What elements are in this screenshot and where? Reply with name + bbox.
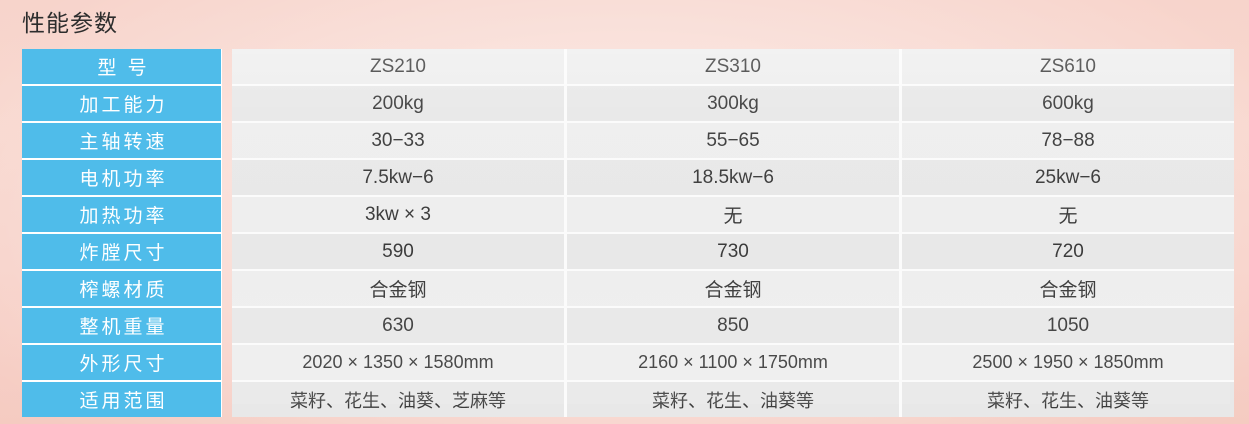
row-label-machine-weight: 整机重量 <box>22 308 222 345</box>
cell-screw-material-zs610: 合金钢 <box>902 271 1234 308</box>
cell-applicable-range-zs210: 菜籽、花生、油葵、芝麻等 <box>232 382 567 417</box>
cell-chamber-size-zs310: 730 <box>567 234 902 271</box>
row-label-chamber-size: 炸膛尺寸 <box>22 234 222 271</box>
table-row: 加工能力 200kg 300kg 600kg <box>22 86 1234 123</box>
cell-model-zs210: ZS210 <box>232 49 567 86</box>
row-label-capacity: 加工能力 <box>22 86 222 123</box>
cell-overall-dimensions-zs610: 2500 × 1950 × 1850mm <box>902 345 1234 382</box>
specifications-table: 型 号 ZS210 ZS310 ZS610 加工能力 200kg 300kg 6… <box>22 49 1234 417</box>
table-row: 榨螺材质 合金钢 合金钢 合金钢 <box>22 271 1234 308</box>
cell-model-zs310: ZS310 <box>567 49 902 86</box>
row-label-applicable-range: 适用范围 <box>22 382 222 417</box>
cell-chamber-size-zs210: 590 <box>232 234 567 271</box>
cell-machine-weight-zs310: 850 <box>567 308 902 345</box>
column-gutter <box>222 234 232 271</box>
column-gutter <box>222 382 232 417</box>
cell-overall-dimensions-zs210: 2020 × 1350 × 1580mm <box>232 345 567 382</box>
cell-capacity-zs210: 200kg <box>232 86 567 123</box>
column-gutter <box>222 345 232 382</box>
cell-chamber-size-zs610: 720 <box>902 234 1234 271</box>
cell-heating-power-zs610: 无 <box>902 197 1234 234</box>
cell-motor-power-zs310: 18.5kw−6 <box>567 160 902 197</box>
row-label-spindle-speed: 主轴转速 <box>22 123 222 160</box>
row-label-overall-dimensions: 外形尺寸 <box>22 345 222 382</box>
table-row: 整机重量 630 850 1050 <box>22 308 1234 345</box>
column-gutter <box>222 123 232 160</box>
column-gutter <box>222 271 232 308</box>
cell-machine-weight-zs210: 630 <box>232 308 567 345</box>
row-label-heating-power: 加热功率 <box>22 197 222 234</box>
page-title: 性能参数 <box>22 10 118 36</box>
cell-applicable-range-zs310: 菜籽、花生、油葵等 <box>567 382 902 417</box>
table-row: 主轴转速 30−33 55−65 78−88 <box>22 123 1234 160</box>
column-gutter <box>222 49 232 86</box>
cell-spindle-speed-zs610: 78−88 <box>902 123 1234 160</box>
row-label-model: 型 号 <box>22 49 222 86</box>
cell-motor-power-zs610: 25kw−6 <box>902 160 1234 197</box>
row-label-motor-power: 电机功率 <box>22 160 222 197</box>
cell-heating-power-zs210: 3kw × 3 <box>232 197 567 234</box>
table-row: 型 号 ZS210 ZS310 ZS610 <box>22 49 1234 86</box>
table-row: 电机功率 7.5kw−6 18.5kw−6 25kw−6 <box>22 160 1234 197</box>
column-gutter <box>222 197 232 234</box>
column-gutter <box>222 308 232 345</box>
column-gutter <box>222 160 232 197</box>
table-row: 外形尺寸 2020 × 1350 × 1580mm 2160 × 1100 × … <box>22 345 1234 382</box>
column-gutter <box>222 86 232 123</box>
table-row: 适用范围 菜籽、花生、油葵、芝麻等 菜籽、花生、油葵等 菜籽、花生、油葵等 <box>22 382 1234 417</box>
table-row: 加热功率 3kw × 3 无 无 <box>22 197 1234 234</box>
cell-machine-weight-zs610: 1050 <box>902 308 1234 345</box>
cell-screw-material-zs210: 合金钢 <box>232 271 567 308</box>
table-row: 炸膛尺寸 590 730 720 <box>22 234 1234 271</box>
cell-overall-dimensions-zs310: 2160 × 1100 × 1750mm <box>567 345 902 382</box>
table-body: 型 号 ZS210 ZS310 ZS610 加工能力 200kg 300kg 6… <box>22 49 1234 417</box>
cell-heating-power-zs310: 无 <box>567 197 902 234</box>
cell-applicable-range-zs610: 菜籽、花生、油葵等 <box>902 382 1234 417</box>
cell-screw-material-zs310: 合金钢 <box>567 271 902 308</box>
cell-spindle-speed-zs310: 55−65 <box>567 123 902 160</box>
cell-capacity-zs610: 600kg <box>902 86 1234 123</box>
cell-model-zs610: ZS610 <box>902 49 1234 86</box>
cell-motor-power-zs210: 7.5kw−6 <box>232 160 567 197</box>
cell-spindle-speed-zs210: 30−33 <box>232 123 567 160</box>
row-label-screw-material: 榨螺材质 <box>22 271 222 308</box>
cell-capacity-zs310: 300kg <box>567 86 902 123</box>
